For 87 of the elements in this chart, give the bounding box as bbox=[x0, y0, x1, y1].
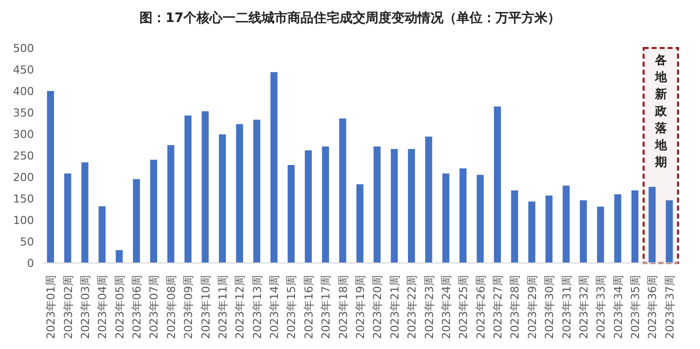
y-tick-label: 150 bbox=[13, 192, 34, 206]
x-tick-label: 2023年28周 bbox=[508, 275, 522, 339]
band-label: 各地新政落地期 bbox=[654, 53, 668, 169]
bar bbox=[356, 184, 364, 263]
x-tick-label: 2023年14周 bbox=[268, 275, 282, 339]
bar bbox=[562, 186, 570, 263]
x-tick-label: 2023年34周 bbox=[612, 275, 625, 339]
bar bbox=[202, 111, 209, 263]
x-tick-label: 2023年09周 bbox=[182, 275, 196, 339]
bar bbox=[442, 174, 450, 263]
y-tick-label: 250 bbox=[13, 149, 34, 162]
x-tick-label: 2023年07周 bbox=[148, 275, 161, 339]
chart-title: 图：17个核心一二线城市商品住宅成交周度变动情况（单位：万平方米） bbox=[138, 10, 562, 28]
bar bbox=[218, 134, 226, 263]
x-tick-label: 2023年26周 bbox=[474, 275, 488, 339]
x-tick-label: 2023年16周 bbox=[302, 275, 316, 339]
bar bbox=[132, 179, 140, 263]
y-tick-label: 350 bbox=[13, 106, 34, 120]
x-tick-label: 2023年01周 bbox=[44, 275, 58, 339]
bar bbox=[511, 190, 518, 263]
bar bbox=[425, 136, 432, 263]
x-tick-label: 2023年05周 bbox=[113, 275, 126, 339]
y-tick-label: 50 bbox=[20, 235, 34, 248]
bar bbox=[270, 72, 278, 263]
x-tick-label: 2023年37周 bbox=[663, 275, 676, 339]
x-tick-label: 2023年13周 bbox=[250, 275, 264, 339]
x-tick-label: 2023年25周 bbox=[457, 275, 470, 339]
x-tick-label: 2023年03周 bbox=[78, 275, 92, 339]
x-tick-label: 2023年27周 bbox=[492, 275, 505, 339]
bar bbox=[47, 91, 54, 263]
y-tick-label: 300 bbox=[13, 128, 34, 141]
y-tick-label: 200 bbox=[13, 170, 34, 184]
x-tick-label: 2023年36周 bbox=[646, 275, 660, 339]
x-tick-label: 2023年11周 bbox=[216, 275, 230, 339]
x-tick-label: 2023年33周 bbox=[594, 275, 608, 339]
bar bbox=[98, 206, 106, 263]
bar bbox=[64, 174, 72, 263]
x-tick-label: 2023年22周 bbox=[406, 275, 419, 339]
bar bbox=[648, 186, 656, 263]
bar bbox=[374, 146, 381, 263]
x-tick-label: 2023年24周 bbox=[440, 275, 453, 339]
bar bbox=[116, 250, 123, 263]
x-tick-label: 2023年35周 bbox=[629, 275, 642, 339]
x-tick-label: 2023年15周 bbox=[285, 275, 298, 339]
bar bbox=[408, 149, 415, 263]
bar bbox=[184, 116, 192, 263]
x-tick-label: 2023年19周 bbox=[354, 275, 367, 339]
bar bbox=[339, 118, 346, 263]
bar bbox=[322, 146, 330, 263]
bar bbox=[236, 124, 244, 263]
y-tick-label: 0 bbox=[27, 256, 34, 270]
x-tick-label: 2023年02周 bbox=[62, 275, 75, 339]
x-tick-label: 2023年10周 bbox=[199, 275, 212, 339]
x-tick-label: 2023年32周 bbox=[577, 275, 590, 339]
y-tick-label: 100 bbox=[13, 214, 34, 227]
bar bbox=[253, 120, 260, 263]
bar bbox=[476, 174, 484, 263]
x-tick-label: 2023年04周 bbox=[96, 275, 110, 339]
bar bbox=[597, 206, 604, 263]
x-tick-label: 2023年23周 bbox=[422, 275, 436, 339]
bar bbox=[304, 150, 312, 263]
bar bbox=[150, 160, 158, 263]
bar bbox=[460, 168, 467, 263]
bar bbox=[631, 190, 638, 263]
bar bbox=[390, 149, 398, 263]
bar bbox=[666, 200, 673, 263]
bar bbox=[167, 145, 174, 263]
bar bbox=[81, 162, 88, 263]
x-tick-label: 2023年06周 bbox=[130, 275, 144, 339]
x-tick-label: 2023年18周 bbox=[336, 275, 350, 339]
x-tick-label: 2023年30周 bbox=[543, 275, 556, 339]
x-tick-label: 2023年17周 bbox=[320, 275, 333, 339]
y-tick-label: 450 bbox=[13, 63, 34, 76]
y-tick-label: 400 bbox=[13, 84, 34, 98]
x-tick-label: 2023年12周 bbox=[234, 275, 247, 339]
x-tick-label: 2023年29周 bbox=[526, 275, 539, 339]
x-tick-label: 2023年31周 bbox=[560, 275, 574, 339]
bar bbox=[288, 164, 295, 263]
bar bbox=[545, 195, 552, 263]
x-tick-label: 2023年20周 bbox=[371, 275, 384, 339]
x-tick-label: 2023年08周 bbox=[164, 275, 178, 339]
x-tick-label: 2023年21周 bbox=[388, 275, 402, 339]
bar bbox=[580, 200, 587, 263]
bar bbox=[494, 106, 501, 263]
bar bbox=[614, 194, 622, 263]
bar bbox=[528, 202, 536, 263]
y-tick-label: 500 bbox=[13, 42, 34, 55]
